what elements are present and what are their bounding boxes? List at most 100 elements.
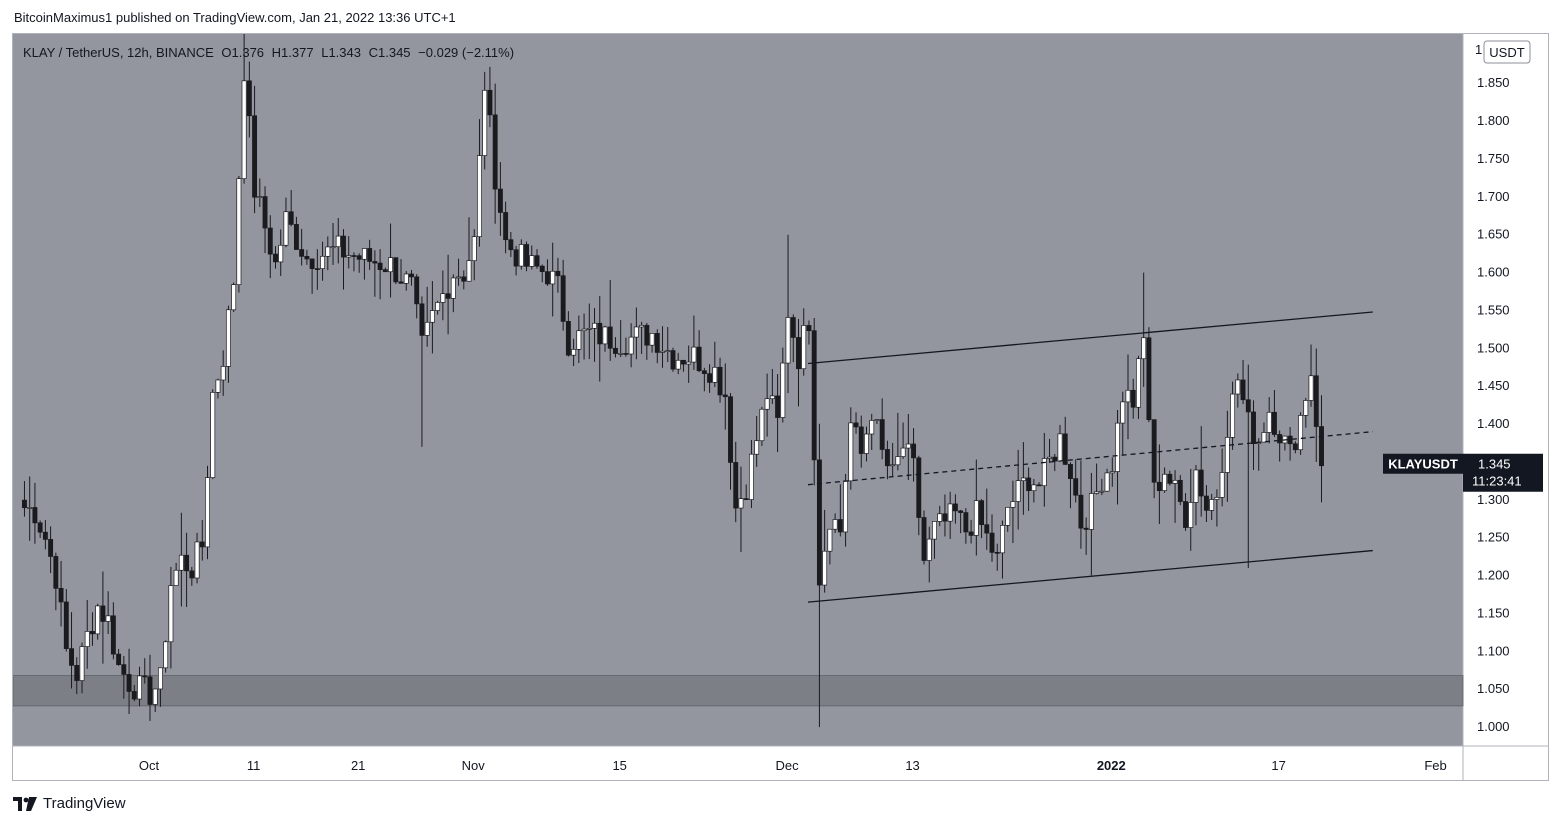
channel-lower-line[interactable]: [807, 549, 1373, 603]
bearish-candle: [701, 370, 707, 375]
bullish-candle: [1235, 379, 1241, 395]
price-tick-label: 1.550: [1477, 302, 1510, 317]
bullish-candle: [137, 675, 142, 700]
time-tick-label: 11: [247, 758, 261, 773]
bearish-candle: [492, 114, 498, 190]
price-chart[interactable]: 1.0001.0501.1001.1501.2001.2501.3001.350…: [13, 34, 1548, 780]
bearish-candle: [377, 262, 383, 270]
bearish-candle: [728, 396, 733, 463]
price-tick-label: 1.200: [1477, 568, 1510, 583]
price-tick-label: 1.500: [1477, 340, 1510, 355]
bullish-candle: [283, 211, 289, 246]
bearish-candle: [968, 531, 974, 536]
bearish-candle: [1062, 433, 1068, 465]
bearish-candle: [1198, 469, 1204, 497]
bullish-candle: [769, 395, 775, 400]
bearish-candle: [958, 510, 964, 513]
bearish-candle: [707, 373, 713, 383]
symbol-legend[interactable]: KLAY / TetherUS, 12h, BINANCE O1.376 H1.…: [23, 45, 518, 60]
bearish-candle: [1203, 495, 1209, 511]
bullish-candle: [194, 541, 200, 579]
bullish-candle: [1209, 499, 1215, 511]
bearish-candle: [555, 270, 561, 277]
bearish-candle: [565, 321, 571, 356]
bullish-candle: [665, 350, 671, 352]
bullish-candle: [1188, 502, 1194, 528]
currency-badge-label: USDT: [1489, 45, 1524, 60]
bearish-candle: [1167, 473, 1173, 484]
bullish-candle: [325, 246, 331, 257]
bearish-candle: [680, 359, 686, 365]
channel-middle-line[interactable]: [807, 431, 1373, 486]
bullish-candle: [1224, 437, 1230, 473]
bearish-candle: [382, 269, 388, 273]
bullish-candle: [168, 585, 174, 643]
bullish-candle: [895, 456, 901, 466]
bullish-candle: [780, 362, 786, 418]
bullish-candle: [571, 348, 577, 356]
bearish-candle: [1277, 434, 1283, 444]
price-tick-label: 1.250: [1477, 530, 1510, 545]
bearish-candle: [1183, 501, 1188, 528]
bearish-candle: [89, 631, 95, 635]
bullish-candle: [335, 235, 341, 248]
bearish-candle: [1292, 443, 1298, 451]
bullish-candle: [1057, 433, 1063, 462]
bullish-candle: [801, 325, 807, 370]
bullish-candle: [628, 336, 634, 355]
bullish-candle: [105, 615, 111, 622]
bearish-candle: [69, 648, 74, 666]
bearish-candle: [1026, 477, 1032, 492]
bullish-candle: [848, 422, 854, 482]
bearish-candle: [1271, 411, 1277, 435]
bearish-candle: [1287, 435, 1293, 445]
bullish-candle: [424, 321, 430, 336]
bullish-candle: [236, 178, 242, 286]
bearish-candle: [1036, 484, 1042, 487]
bullish-candle: [1141, 337, 1147, 360]
bearish-candle: [534, 255, 540, 267]
bullish-candle: [748, 453, 754, 500]
bearish-candle: [963, 512, 969, 533]
bearish-candle: [644, 324, 650, 346]
close-value: C1.345: [368, 45, 411, 60]
bullish-candle: [1088, 493, 1094, 530]
bearish-candle: [1177, 479, 1183, 502]
bullish-candle: [220, 366, 226, 381]
bearish-candle: [32, 507, 38, 524]
bullish-candle: [152, 688, 158, 705]
bearish-candle: [116, 653, 122, 665]
bullish-candle: [1094, 491, 1100, 494]
channel-upper-line[interactable]: [807, 311, 1373, 365]
bullish-candle: [1266, 411, 1272, 433]
bullish-candle: [1193, 469, 1199, 503]
currency-badge[interactable]: [1483, 40, 1531, 64]
bullish-candle: [1219, 472, 1225, 498]
price-tick-label: 1.650: [1477, 227, 1510, 242]
footer-brand[interactable]: TradingView: [13, 795, 126, 812]
bullish-candle: [320, 255, 326, 269]
bullish-candle: [330, 246, 336, 249]
bullish-candle: [576, 330, 582, 350]
bullish-candle: [1308, 375, 1314, 401]
last-price-tag: [1463, 453, 1543, 492]
price-tick-label: 1.800: [1477, 113, 1510, 128]
bullish-candle: [435, 302, 441, 311]
price-tick-label: 1.700: [1477, 189, 1510, 204]
bearish-candle: [879, 419, 885, 450]
bullish-candle: [822, 550, 828, 586]
bullish-candle: [27, 507, 33, 509]
bullish-candle: [686, 361, 692, 365]
bullish-candle: [785, 317, 791, 364]
bearish-candle: [790, 317, 796, 338]
time-tick-label: 2022: [1097, 758, 1126, 773]
bullish-candle: [864, 433, 869, 454]
bearish-candle: [356, 255, 362, 260]
bearish-candle: [121, 664, 127, 675]
bearish-candle: [989, 532, 995, 553]
bullish-candle: [178, 554, 184, 571]
bullish-candle: [900, 447, 906, 457]
bearish-candle: [393, 257, 399, 283]
bearish-candle: [1251, 411, 1256, 444]
bullish-candle: [754, 440, 760, 455]
